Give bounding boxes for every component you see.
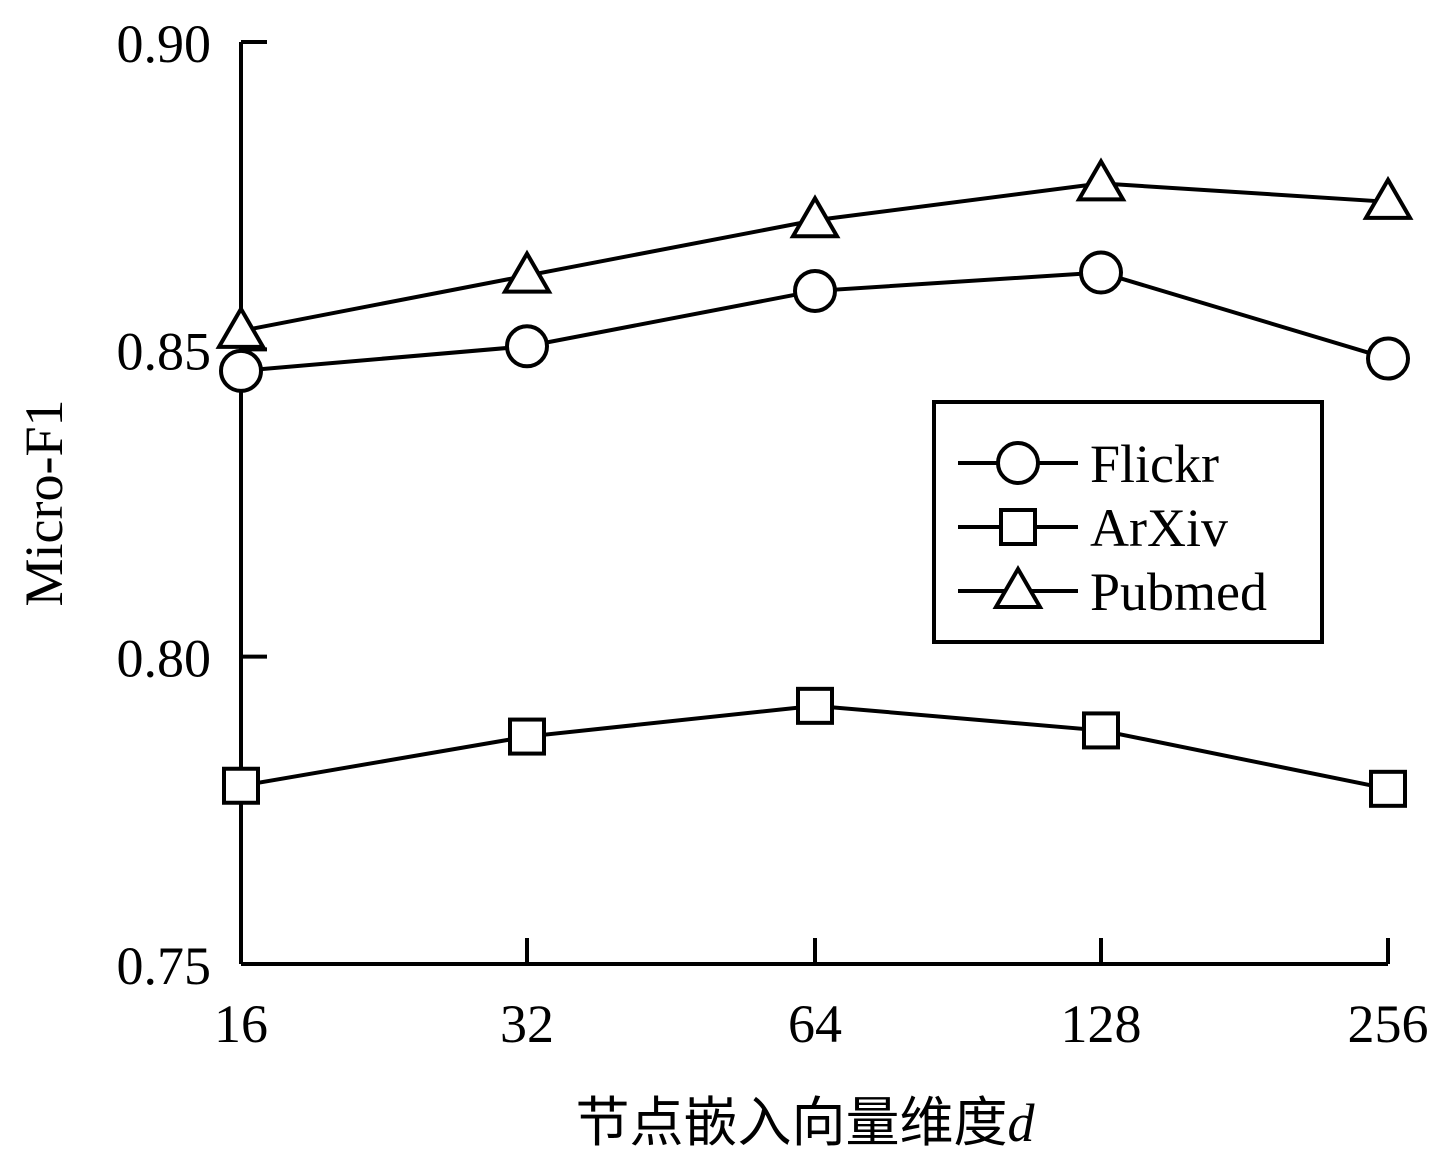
point-pubmed [501,249,553,294]
x-tick-label: 64 [788,994,842,1054]
legend-entry-arxiv: ArXiv [958,498,1228,558]
x-axis-title-text: 节点嵌入向量维度 [576,1093,1008,1153]
series-pubmed [215,157,1414,349]
ticks: 0.75 0.80 0.85 0.90 16 32 64 128 256 [117,14,1429,1054]
y-axis-title: Micro-F1 [14,400,74,607]
x-tick-label: 32 [500,994,554,1054]
y-tick-label: 0.80 [117,629,212,689]
point-pubmed [1075,157,1127,202]
legend-label-arxiv: ArXiv [1090,498,1228,558]
series [215,157,1414,808]
y-tick-label: 0.90 [117,14,212,74]
y-tick-label: 0.85 [117,321,212,381]
legend-entry-flickr: Flickr [958,434,1219,494]
point-arxiv [1369,769,1407,808]
point-flickr [1079,250,1123,295]
legend-marker-flickr [996,441,1040,485]
x-axis-title-variable: d [1008,1093,1036,1153]
point-flickr [793,268,837,313]
point-arxiv [796,686,834,725]
x-axis-title: 节点嵌入向量维度d [576,1093,1036,1153]
legend-box [932,400,1324,644]
point-arxiv [1082,711,1120,750]
legend-marker-arxiv [999,508,1037,546]
legend-marker-pubmed [992,565,1044,609]
point-pubmed [789,194,841,239]
point-pubmed [1362,175,1414,220]
legend-label-pubmed: Pubmed [1090,562,1267,622]
legend-label-flickr: Flickr [1090,434,1219,494]
series-arxiv [222,686,1407,808]
point-pubmed [215,304,267,349]
x-tick-label: 128 [1061,994,1142,1054]
x-tick-label: 16 [214,994,268,1054]
point-arxiv [508,717,546,756]
x-tick-label: 256 [1348,994,1429,1054]
point-flickr [219,348,263,393]
point-flickr [505,324,549,369]
y-tick-label: 0.75 [117,936,212,996]
series-flickr [219,250,1410,393]
legend-entry-pubmed: Pubmed [958,562,1267,622]
point-arxiv [222,766,260,805]
point-flickr [1366,336,1410,381]
